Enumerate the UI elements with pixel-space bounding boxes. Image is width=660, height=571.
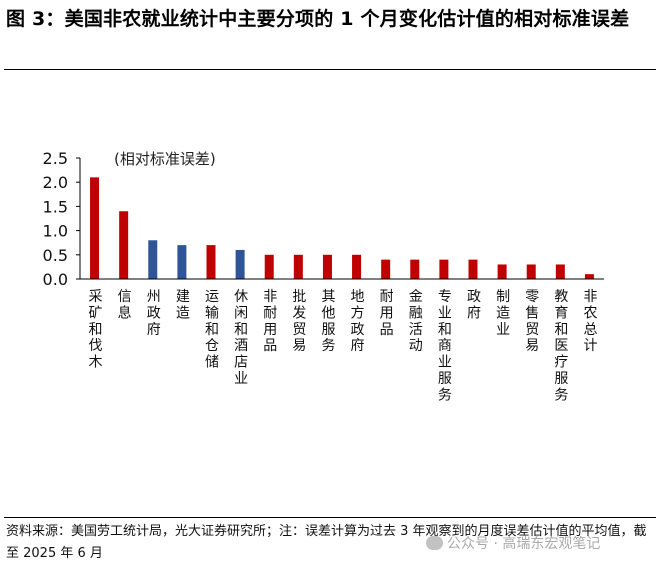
x-tick-label: 采矿和伐木 — [89, 289, 103, 371]
bar — [555, 264, 565, 279]
watermark: 公众号 · 高瑞东宏观笔记 — [426, 533, 600, 553]
bar — [177, 245, 187, 279]
bar — [322, 254, 332, 279]
x-tick-label: 信息 — [118, 289, 132, 321]
x-tick-label: 州政府 — [147, 289, 161, 338]
bar — [468, 259, 478, 279]
x-tick-label: 专业和商业服务 — [438, 289, 452, 403]
bar — [584, 274, 594, 279]
bar — [90, 177, 100, 279]
y-tick-label: 2.0 — [43, 173, 68, 192]
x-tick-label: 金融活动 — [409, 289, 423, 354]
bar — [293, 254, 303, 279]
y-tick-label: 2.5 — [43, 149, 68, 168]
y-tick-label: 0.0 — [43, 270, 68, 289]
bar — [439, 259, 449, 279]
bar — [119, 211, 129, 279]
bar — [497, 264, 507, 279]
source-note: 资料来源：美国劳工统计局，光大证券研究所；注：误差计算为过去 3 年观察到的月度… — [6, 524, 647, 561]
x-tick-label: 地方政府 — [351, 289, 365, 354]
x-tick-label: 制造业 — [496, 289, 510, 338]
bar — [235, 249, 245, 279]
bar — [381, 259, 391, 279]
bar-chart: 0.0 0.5 1.0 1.5 2.0 2.5 采矿和伐木 信息 州政府 建造 运输和仓储 休闲和酒… — [43, 149, 604, 403]
x-tick-label: 零售贸易 — [525, 289, 539, 354]
source-rule — [4, 517, 656, 518]
bar — [410, 259, 420, 279]
bar — [352, 254, 362, 279]
x-tick-label: 其他服务 — [321, 289, 335, 354]
bars — [90, 177, 594, 279]
bar — [206, 245, 216, 279]
bar — [526, 264, 536, 279]
bar — [264, 254, 274, 279]
y-axis-label: (相对标准误差) — [114, 150, 216, 168]
y-tick-label: 0.5 — [43, 246, 68, 265]
x-tick-label: 休闲和酒店业 — [234, 289, 248, 387]
bar — [148, 240, 158, 279]
chart-title: 图 3：美国非农就业统计中主要分项的 1 个月变化估计值的相对标准误差 — [6, 8, 630, 30]
x-tick-label: 教育和医疗服务 — [554, 289, 568, 403]
x-tick-label: 建造 — [176, 289, 190, 321]
y-tick-label: 1.5 — [43, 197, 68, 216]
x-tick-label: 运输和仓储 — [205, 289, 219, 371]
x-tick-label: 非农总计 — [583, 289, 597, 354]
y-axis: 0.0 0.5 1.0 1.5 2.0 2.5 — [43, 149, 81, 289]
x-tick-label: 政府 — [467, 289, 481, 321]
wechat-icon — [426, 536, 443, 550]
x-tick-label: 非耐用品 — [263, 289, 277, 354]
title-rule — [4, 69, 656, 70]
x-axis: 采矿和伐木 信息 州政府 建造 运输和仓储 休闲和酒店业 非耐用品 批发贸易 其他服务 地方政府 耐… — [80, 278, 604, 403]
y-tick-label: 1.0 — [43, 222, 68, 241]
x-tick-label: 耐用品 — [380, 289, 394, 338]
x-tick-label: 批发贸易 — [292, 289, 306, 354]
watermark-text: 公众号 · 高瑞东宏观笔记 — [447, 536, 601, 552]
